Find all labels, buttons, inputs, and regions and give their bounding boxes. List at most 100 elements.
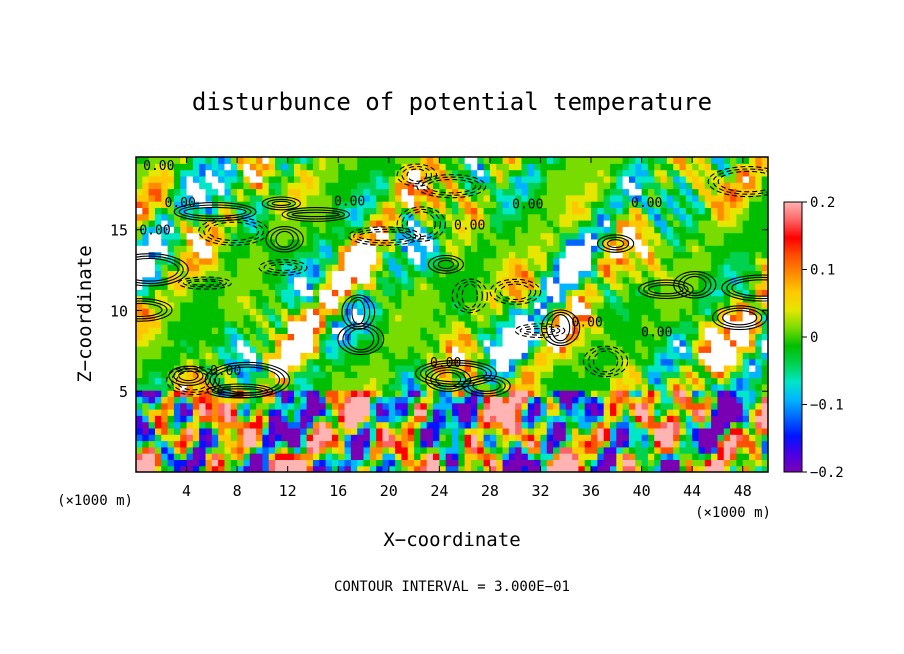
field-cell (477, 213, 485, 221)
field-cell (673, 169, 681, 177)
field-cell (603, 169, 611, 177)
field-cell (357, 459, 365, 467)
field-cell (452, 226, 459, 234)
field-cell (439, 270, 447, 278)
field-cell (553, 207, 561, 215)
field-cell (717, 327, 725, 334)
field-cell (268, 163, 276, 171)
field-cell (350, 434, 358, 442)
field-cell (249, 232, 257, 240)
field-cell (237, 276, 245, 284)
field-cell (294, 308, 301, 316)
field-cell (704, 257, 712, 265)
field-cell (439, 427, 447, 435)
field-cell (591, 257, 598, 265)
field-cell (243, 396, 251, 404)
field-cell (489, 371, 497, 379)
field-cell (154, 352, 162, 360)
field-cell (685, 352, 693, 360)
field-cell (489, 320, 497, 328)
field-cell (376, 459, 384, 467)
field-cell (635, 352, 643, 360)
field-cell (395, 157, 403, 164)
field-cell (395, 264, 403, 271)
field-cell (679, 157, 687, 164)
field-cell (647, 333, 655, 341)
field-cell (565, 194, 573, 202)
field-cell (736, 207, 744, 215)
field-cell (546, 465, 554, 472)
field-cell (464, 276, 472, 284)
field-cell (489, 383, 497, 391)
field-cell (622, 409, 630, 416)
field-cell (515, 264, 523, 271)
field-cell (180, 320, 188, 328)
field-cell (452, 434, 459, 442)
field-cell (591, 163, 598, 171)
field-cell (496, 440, 504, 448)
field-cell (496, 459, 504, 467)
field-cell (578, 465, 586, 472)
field-cell (755, 333, 763, 341)
field-cell (534, 459, 542, 467)
field-cell (224, 390, 232, 397)
field-cell (635, 440, 643, 448)
field-cell (224, 434, 232, 442)
field-cell (382, 238, 390, 246)
field-cell (294, 157, 301, 164)
field-cell (376, 264, 384, 271)
field-cell (426, 276, 434, 284)
field-cell (338, 182, 346, 190)
field-cell (749, 346, 756, 353)
field-cell (610, 371, 617, 379)
field-cell (483, 175, 491, 183)
field-cell (685, 364, 693, 372)
field-cell (603, 175, 611, 183)
field-cell (540, 434, 548, 442)
field-cell (395, 283, 403, 290)
field-cell (685, 446, 693, 454)
field-cell (344, 320, 352, 328)
field-cell (673, 421, 681, 429)
field-cell (401, 314, 409, 322)
field-cell (439, 283, 447, 290)
field-cell (376, 465, 384, 472)
field-cell (597, 163, 605, 171)
field-cell (521, 352, 529, 360)
field-cell (363, 459, 371, 467)
field-cell (420, 264, 428, 271)
field-cell (755, 383, 763, 391)
field-cell (395, 339, 403, 347)
field-cell (489, 358, 497, 366)
field-cell (338, 257, 346, 265)
field-cell (597, 295, 605, 303)
field-cell (603, 188, 611, 196)
field-cell (376, 194, 384, 202)
field-cell (414, 226, 421, 234)
field-cell (369, 421, 377, 429)
field-cell (742, 182, 750, 190)
field-cell (521, 182, 529, 190)
field-cell (527, 276, 535, 284)
field-cell (376, 182, 384, 190)
field-cell (591, 201, 598, 208)
field-cell (439, 295, 447, 303)
field-cell (281, 163, 289, 171)
field-cell (167, 251, 175, 259)
field-cell (527, 415, 535, 423)
field-cell (692, 434, 700, 442)
field-cell (534, 421, 542, 429)
field-cell (559, 409, 567, 416)
field-cell (369, 383, 377, 391)
field-cell (300, 333, 308, 341)
field-cell (723, 320, 731, 328)
field-cell (591, 308, 598, 316)
field-cell (616, 333, 624, 341)
field-cell (553, 446, 561, 454)
field-cell (439, 175, 447, 183)
field-cell (300, 182, 308, 190)
field-cell (559, 169, 567, 177)
field-cell (306, 453, 314, 460)
field-cell (603, 157, 611, 164)
field-cell (572, 339, 579, 347)
